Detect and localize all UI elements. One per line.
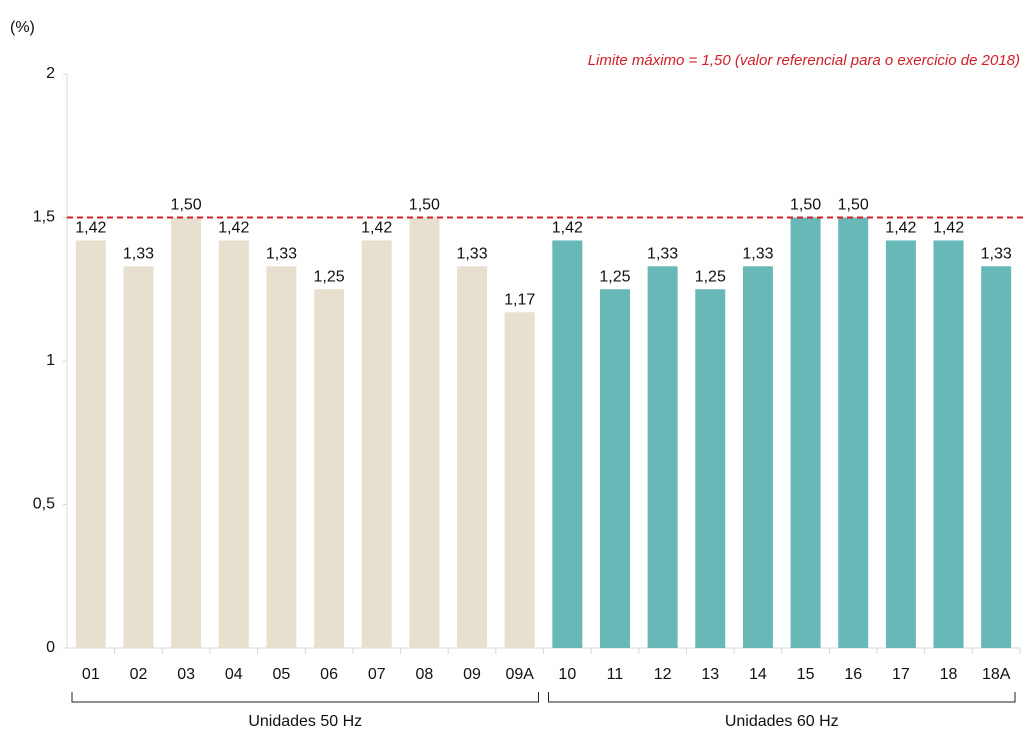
x-tick-label: 12 <box>654 666 672 683</box>
bar <box>838 217 869 648</box>
value-label: 1,25 <box>314 268 345 285</box>
bar <box>123 266 154 648</box>
value-label: 1,42 <box>552 220 583 237</box>
value-label: 1,33 <box>742 246 773 263</box>
bar <box>409 217 440 648</box>
bar <box>790 217 821 648</box>
value-label: 1,33 <box>123 246 154 263</box>
bar <box>933 240 964 648</box>
value-label: 1,33 <box>456 246 487 263</box>
x-tick-label: 08 <box>415 666 433 683</box>
bar <box>361 240 392 648</box>
group-bracket <box>548 692 1016 703</box>
y-tick-label: 1,5 <box>33 209 55 226</box>
bar <box>457 266 488 648</box>
value-label: 1,33 <box>266 246 297 263</box>
bar <box>218 240 249 648</box>
bar <box>314 289 345 648</box>
bar <box>266 266 297 648</box>
y-tick-label: 0 <box>46 639 55 656</box>
value-label: 1,50 <box>838 197 869 214</box>
bar <box>75 240 106 648</box>
x-tick-label: 17 <box>892 666 910 683</box>
x-tick-label: 16 <box>844 666 862 683</box>
value-label: 1,42 <box>218 220 249 237</box>
x-tick-label: 09 <box>463 666 481 683</box>
value-label: 1,17 <box>504 291 535 308</box>
x-tick-label: 11 <box>607 666 624 683</box>
y-tick-label: 0,5 <box>33 496 55 513</box>
x-tick-label: 06 <box>320 666 338 683</box>
x-tick-label: 07 <box>368 666 386 683</box>
y-tick-label: 1 <box>46 352 55 369</box>
x-tick-label: 02 <box>130 666 148 683</box>
x-tick-label: 03 <box>177 666 195 683</box>
bar <box>981 266 1012 648</box>
value-label: 1,42 <box>361 220 392 237</box>
bar <box>599 289 630 648</box>
value-label: 1,33 <box>647 246 678 263</box>
bar <box>504 312 535 648</box>
x-tick-label: 13 <box>701 666 719 683</box>
x-tick-label: 01 <box>82 666 100 683</box>
x-tick-label: 10 <box>558 666 576 683</box>
value-label: 1,50 <box>409 197 440 214</box>
bar <box>171 217 202 648</box>
value-label: 1,42 <box>885 220 916 237</box>
group-bracket <box>71 692 539 703</box>
bar <box>647 266 678 648</box>
group-label: Unidades 50 Hz <box>248 713 362 730</box>
value-label: 1,33 <box>981 246 1012 263</box>
value-label: 1,50 <box>790 197 821 214</box>
value-label: 1,50 <box>171 197 202 214</box>
value-label: 1,42 <box>75 220 106 237</box>
value-label: 1,25 <box>695 268 726 285</box>
y-tick-label: 2 <box>46 65 55 82</box>
value-label: 1,42 <box>933 220 964 237</box>
x-tick-label: 18A <box>982 666 1011 683</box>
value-label: 1,25 <box>599 268 630 285</box>
x-tick-label: 09A <box>505 666 534 683</box>
y-axis-label: (%) <box>10 19 35 36</box>
x-tick-label: 14 <box>749 666 767 683</box>
x-tick-label: 05 <box>273 666 291 683</box>
x-tick-label: 15 <box>797 666 815 683</box>
bar <box>552 240 583 648</box>
reference-label: Limite máximo = 1,50 (valor referencial … <box>588 52 1020 69</box>
bar <box>695 289 726 648</box>
x-tick-label: 04 <box>225 666 243 683</box>
group-label: Unidades 60 Hz <box>725 713 839 730</box>
bar <box>742 266 773 648</box>
x-tick-label: 18 <box>940 666 958 683</box>
bar <box>885 240 916 648</box>
